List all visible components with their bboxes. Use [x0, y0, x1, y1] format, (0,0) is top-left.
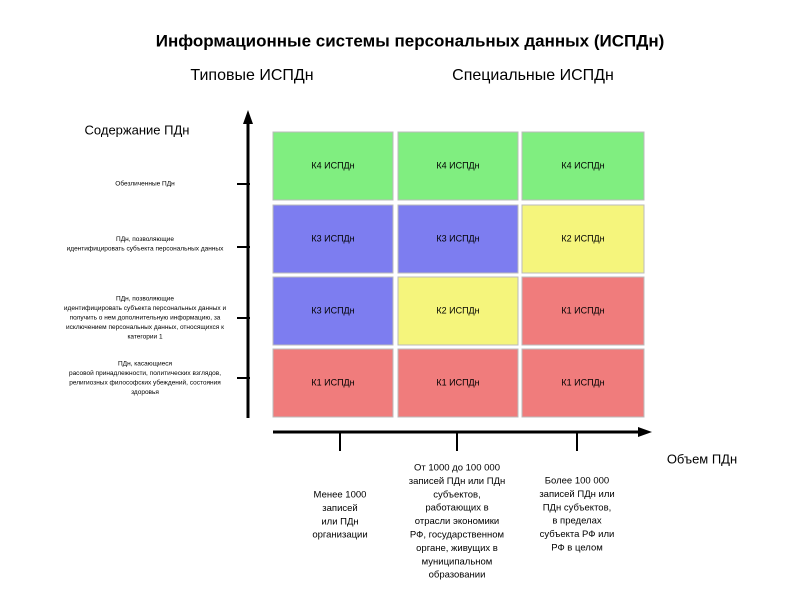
x-item-label: Более 100 000: [545, 476, 609, 487]
grid-cell: [521, 204, 645, 274]
x-item-label: органе, живущих в: [416, 543, 498, 554]
x-item-label: записей: [322, 503, 357, 514]
y-item-label: ПДн, позволяющие: [116, 236, 174, 243]
cell-label: К1 ИСПДн: [311, 377, 354, 387]
cell-label: К2 ИСПДн: [436, 305, 479, 315]
grid-cell: [397, 131, 519, 201]
grid-cell: [397, 204, 519, 274]
cell-label: К3 ИСПДн: [311, 233, 354, 243]
x-item-label: в пределах: [552, 516, 602, 527]
y-item-label: ПДн, касающиеся: [118, 360, 172, 367]
arrow: [243, 110, 253, 124]
grid-cell: [272, 131, 394, 201]
cell-label: К2 ИСПДн: [561, 233, 604, 243]
x-item-label: образовании: [429, 570, 486, 581]
grid-cell: [521, 131, 645, 201]
y-item-label: расовой принадлежности, политических взг…: [69, 369, 221, 377]
x-item-label: РФ, государственном: [410, 530, 504, 541]
x-axis-label: Объем ПДн: [667, 451, 737, 466]
x-item-label: работающих в: [425, 503, 488, 514]
x-item-label: Менее 1000: [314, 490, 367, 501]
cell-label: К1 ИСПДн: [561, 377, 604, 387]
y-item-label: идентифицировать субъекта персональных д…: [67, 244, 224, 252]
y-item-label: религиозных философских убеждений, состо…: [69, 378, 221, 386]
y-item-label: здоровья: [131, 389, 159, 396]
grid-cell: [272, 276, 394, 346]
grid-cell: [521, 276, 645, 346]
header: Специальные ИСПДн: [452, 67, 614, 84]
y-item-label: исключением персональных данных, относящ…: [66, 324, 224, 331]
arrow: [638, 427, 652, 437]
y-item-label: Обезличенные ПДн: [115, 180, 175, 188]
y-item-label: идентифицировать субъекта персональных д…: [64, 304, 227, 312]
x-item-label: ПДн субъектов,: [543, 502, 612, 513]
y-axis-label: Содержание ПДн: [85, 122, 190, 137]
x-item-label: РФ в целом: [551, 543, 603, 554]
grid-cell: [397, 348, 519, 418]
x-item-label: или ПДн: [321, 516, 358, 527]
cell-label: К4 ИСПДн: [311, 160, 354, 170]
x-item-label: отрасли экономики: [415, 516, 499, 527]
cell-label: К4 ИСПДн: [561, 160, 604, 170]
x-item-label: субъектов,: [433, 489, 480, 500]
grid-cell: [272, 348, 394, 418]
grid-cell: [272, 204, 394, 274]
title: Информационные системы персональных данн…: [156, 31, 665, 50]
x-item-label: записей ПДн или: [539, 489, 614, 500]
cell-label: К3 ИСПДн: [311, 305, 354, 315]
x-item-label: организации: [312, 530, 367, 541]
y-item-label: категории 1: [127, 334, 163, 341]
cell-label: К3 ИСПДн: [436, 233, 479, 243]
grid-cell: [521, 348, 645, 418]
x-item-label: субъекта РФ или: [540, 529, 615, 540]
x-item-label: От 1000 до 100 000: [414, 463, 500, 474]
header: Типовые ИСПДн: [190, 67, 313, 84]
x-item-label: записей ПДн или ПДн: [409, 476, 506, 487]
y-item-label: ПДн, позволяющие: [116, 296, 174, 303]
cell-label: К1 ИСПДн: [561, 305, 604, 315]
cell-label: К4 ИСПДн: [436, 160, 479, 170]
cell-label: К1 ИСПДн: [436, 377, 479, 387]
x-item-label: муниципальном: [422, 556, 493, 567]
grid-cell: [397, 276, 519, 346]
y-item-label: получить о нем дополнительную информацию…: [70, 315, 221, 322]
